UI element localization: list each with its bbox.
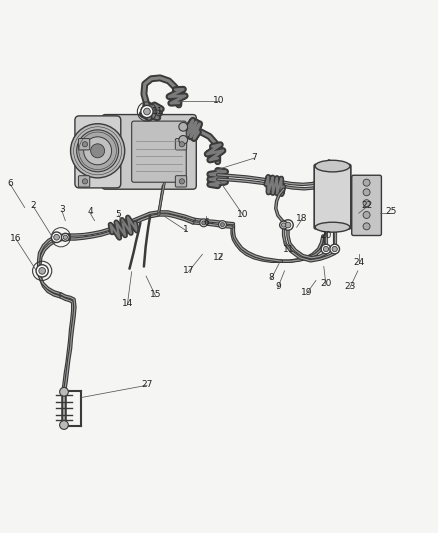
Text: 27: 27 bbox=[141, 380, 153, 389]
Text: 24: 24 bbox=[353, 257, 364, 266]
Circle shape bbox=[363, 189, 370, 196]
FancyBboxPatch shape bbox=[78, 176, 90, 187]
FancyBboxPatch shape bbox=[75, 116, 121, 188]
FancyBboxPatch shape bbox=[314, 164, 351, 229]
Circle shape bbox=[82, 142, 88, 147]
Circle shape bbox=[61, 233, 69, 241]
Circle shape bbox=[282, 223, 286, 227]
Text: 11: 11 bbox=[152, 107, 164, 116]
Circle shape bbox=[363, 179, 370, 186]
Circle shape bbox=[71, 124, 125, 178]
Circle shape bbox=[321, 244, 331, 254]
Text: 16: 16 bbox=[10, 233, 22, 243]
Circle shape bbox=[285, 222, 291, 228]
Circle shape bbox=[179, 142, 184, 147]
FancyBboxPatch shape bbox=[352, 175, 381, 236]
Circle shape bbox=[200, 219, 208, 227]
Text: 12: 12 bbox=[213, 253, 225, 262]
Ellipse shape bbox=[315, 222, 350, 232]
Circle shape bbox=[84, 137, 112, 165]
Text: 22: 22 bbox=[362, 201, 373, 210]
Text: 10: 10 bbox=[237, 209, 249, 219]
Text: 23: 23 bbox=[344, 281, 356, 290]
FancyBboxPatch shape bbox=[102, 115, 196, 189]
Text: 5: 5 bbox=[116, 209, 121, 219]
Text: 10: 10 bbox=[213, 96, 225, 105]
Circle shape bbox=[36, 265, 48, 277]
Circle shape bbox=[91, 144, 105, 158]
Text: 19: 19 bbox=[300, 288, 312, 297]
Circle shape bbox=[54, 235, 60, 240]
Circle shape bbox=[283, 220, 293, 230]
Text: 3: 3 bbox=[59, 205, 65, 214]
Circle shape bbox=[51, 232, 62, 243]
Ellipse shape bbox=[315, 160, 350, 172]
Circle shape bbox=[330, 244, 339, 254]
Circle shape bbox=[202, 221, 206, 225]
Circle shape bbox=[363, 212, 370, 219]
Text: 8: 8 bbox=[268, 273, 274, 282]
Circle shape bbox=[63, 235, 67, 239]
Text: 4: 4 bbox=[88, 207, 93, 216]
FancyBboxPatch shape bbox=[132, 121, 186, 182]
Circle shape bbox=[39, 268, 46, 274]
Circle shape bbox=[82, 179, 88, 184]
Text: 6: 6 bbox=[203, 219, 209, 228]
Circle shape bbox=[220, 223, 224, 227]
Circle shape bbox=[179, 179, 184, 184]
Circle shape bbox=[141, 106, 153, 118]
Text: 1: 1 bbox=[184, 225, 189, 234]
Text: 7: 7 bbox=[251, 153, 257, 162]
Text: 17: 17 bbox=[183, 266, 194, 276]
Text: 9: 9 bbox=[275, 281, 281, 290]
Text: 20: 20 bbox=[320, 279, 332, 288]
Circle shape bbox=[219, 221, 226, 229]
Circle shape bbox=[60, 421, 68, 430]
Circle shape bbox=[363, 223, 370, 230]
FancyBboxPatch shape bbox=[175, 139, 187, 150]
Circle shape bbox=[179, 135, 187, 144]
Circle shape bbox=[332, 246, 337, 252]
Text: 15: 15 bbox=[150, 290, 162, 300]
Text: 6: 6 bbox=[7, 179, 13, 188]
Circle shape bbox=[280, 221, 288, 229]
Text: 20: 20 bbox=[320, 231, 332, 240]
FancyBboxPatch shape bbox=[78, 139, 90, 150]
Text: 14: 14 bbox=[122, 299, 133, 308]
Text: 2: 2 bbox=[31, 201, 36, 210]
Circle shape bbox=[77, 130, 119, 172]
Circle shape bbox=[323, 246, 328, 252]
Text: 11: 11 bbox=[283, 245, 295, 254]
Circle shape bbox=[60, 387, 68, 396]
Circle shape bbox=[179, 123, 187, 131]
Circle shape bbox=[363, 200, 370, 207]
Circle shape bbox=[144, 108, 150, 115]
Text: 18: 18 bbox=[296, 214, 308, 223]
Text: 25: 25 bbox=[386, 207, 397, 216]
FancyBboxPatch shape bbox=[175, 176, 187, 187]
